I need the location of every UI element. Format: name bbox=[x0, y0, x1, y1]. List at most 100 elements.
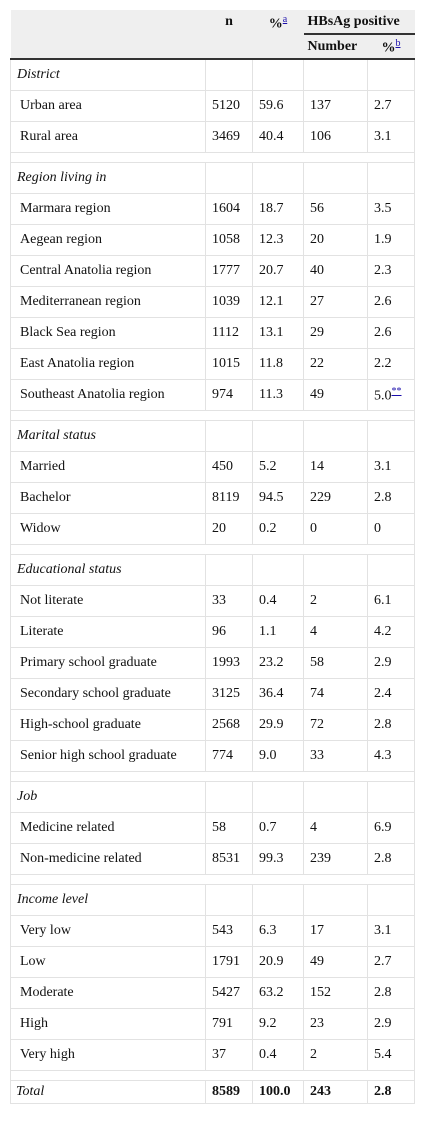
cell: 29 bbox=[303, 317, 368, 349]
footnote-link[interactable]: b bbox=[395, 38, 401, 50]
cell: 3.5 bbox=[367, 193, 415, 225]
section-title: Marital status bbox=[10, 420, 206, 452]
cell: 23 bbox=[303, 1008, 368, 1040]
cell-text: 3469 bbox=[212, 129, 240, 144]
total-cell: 2.8 bbox=[367, 1080, 415, 1104]
cell: 11.8 bbox=[252, 348, 304, 380]
section-row: Income level bbox=[10, 884, 415, 916]
cell: 2568 bbox=[205, 709, 253, 741]
cell-text: Secondary school graduate bbox=[20, 686, 171, 701]
section-row: Region living in bbox=[10, 162, 415, 194]
cell-text: 74 bbox=[310, 686, 324, 701]
cell: 49 bbox=[303, 946, 368, 978]
cell-text: Urban area bbox=[20, 98, 82, 113]
cell-text: Rural area bbox=[20, 129, 78, 144]
cell-text: 3125 bbox=[212, 686, 240, 701]
empty-cell bbox=[205, 884, 253, 916]
cell: 4.2 bbox=[367, 616, 415, 648]
empty-cell bbox=[205, 58, 253, 91]
cell-text: 5.0 bbox=[374, 388, 392, 404]
empty-cell bbox=[252, 420, 304, 452]
cell: 0.4 bbox=[252, 1039, 304, 1071]
data-row: Black Sea region 1112 13.1 29 2.6 bbox=[10, 317, 415, 349]
row-label: High bbox=[10, 1008, 206, 1040]
cell-text: 1015 bbox=[212, 356, 240, 371]
data-row: Moderate 5427 63.2 152 2.8 bbox=[10, 977, 415, 1009]
cell: 3469 bbox=[205, 121, 253, 153]
cell-text: 49 bbox=[310, 387, 324, 402]
cell: 58 bbox=[205, 812, 253, 844]
footnote-link[interactable]: a bbox=[282, 13, 288, 25]
spacer-row bbox=[10, 410, 415, 421]
cell: 2.2 bbox=[367, 348, 415, 380]
cell-text: 0 bbox=[374, 521, 381, 536]
corner bbox=[10, 10, 206, 34]
cell-text: 4.2 bbox=[374, 624, 392, 639]
cell-text: 1791 bbox=[212, 954, 240, 969]
cell: 33 bbox=[205, 585, 253, 617]
cell-text: 1058 bbox=[212, 232, 240, 247]
cell: 20 bbox=[303, 224, 368, 256]
cell-text: 1.1 bbox=[259, 624, 277, 639]
empty-cell bbox=[205, 781, 253, 813]
cell-text: 5120 bbox=[212, 98, 240, 113]
cell-text: 23.2 bbox=[259, 655, 284, 670]
cell: 23.2 bbox=[252, 647, 304, 679]
cell: 2 bbox=[303, 1039, 368, 1071]
cell-text: 3.5 bbox=[374, 201, 392, 216]
cell-text: 2.6 bbox=[374, 294, 392, 309]
cell-text: 2.8 bbox=[374, 490, 392, 505]
cell: 0 bbox=[367, 513, 415, 545]
cell-text: Married bbox=[20, 459, 66, 474]
cell: 4 bbox=[303, 616, 368, 648]
section-title: Educational status bbox=[10, 554, 206, 586]
spacer-cell bbox=[10, 544, 415, 555]
cell-text: 1112 bbox=[212, 325, 239, 340]
footnote-link[interactable]: ** bbox=[391, 385, 402, 397]
section-title: District bbox=[10, 58, 206, 91]
cell: 450 bbox=[205, 451, 253, 483]
cell: 33 bbox=[303, 740, 368, 772]
cell-text: 0.4 bbox=[259, 1047, 277, 1062]
cell: 5427 bbox=[205, 977, 253, 1009]
cell-text: High bbox=[20, 1016, 48, 1031]
cell-text: 2 bbox=[310, 1047, 317, 1062]
spacer-cell bbox=[10, 410, 415, 421]
data-row: Literate 96 1.1 4 4.2 bbox=[10, 616, 415, 648]
data-row: Non-medicine related 8531 99.3 239 2.8 bbox=[10, 843, 415, 875]
cell-text: High-school graduate bbox=[20, 717, 141, 732]
spacer-row bbox=[10, 874, 415, 885]
cell-text: 59.6 bbox=[259, 98, 284, 113]
data-row: East Anatolia region 1015 11.8 22 2.2 bbox=[10, 348, 415, 380]
cell-text: 2.7 bbox=[374, 954, 392, 969]
empty-cell bbox=[205, 162, 253, 194]
cell-text: Not literate bbox=[20, 593, 84, 608]
spacer-cell bbox=[10, 771, 415, 782]
cell: 152 bbox=[303, 977, 368, 1009]
cell-text: Medicine related bbox=[20, 820, 115, 835]
cell-text: 18.7 bbox=[259, 201, 284, 216]
cell: 2.7 bbox=[367, 90, 415, 122]
cell-text: Very high bbox=[20, 1047, 75, 1062]
cell: 791 bbox=[205, 1008, 253, 1040]
cell: 1058 bbox=[205, 224, 253, 256]
cell-text: 774 bbox=[212, 748, 233, 763]
cell-text: 2.8 bbox=[374, 851, 392, 866]
cell: 1993 bbox=[205, 647, 253, 679]
empty-cell bbox=[303, 58, 368, 91]
cell-text: 58 bbox=[212, 820, 226, 835]
cell: 2.8 bbox=[367, 482, 415, 514]
cell-text: 0.4 bbox=[259, 593, 277, 608]
section-row: Marital status bbox=[10, 420, 415, 452]
section-title: Job bbox=[10, 781, 206, 813]
cell-text: 14 bbox=[310, 459, 324, 474]
cell: 72 bbox=[303, 709, 368, 741]
cell: 20.9 bbox=[252, 946, 304, 978]
data-row: Secondary school graduate 3125 36.4 74 2.4 bbox=[10, 678, 415, 710]
data-row: Aegean region 1058 12.3 20 1.9 bbox=[10, 224, 415, 256]
row-label: Low bbox=[10, 946, 206, 978]
section-title: Region living in bbox=[10, 162, 206, 194]
cell: 6.1 bbox=[367, 585, 415, 617]
cell-text: 20 bbox=[212, 521, 226, 536]
cell: 0.4 bbox=[252, 585, 304, 617]
